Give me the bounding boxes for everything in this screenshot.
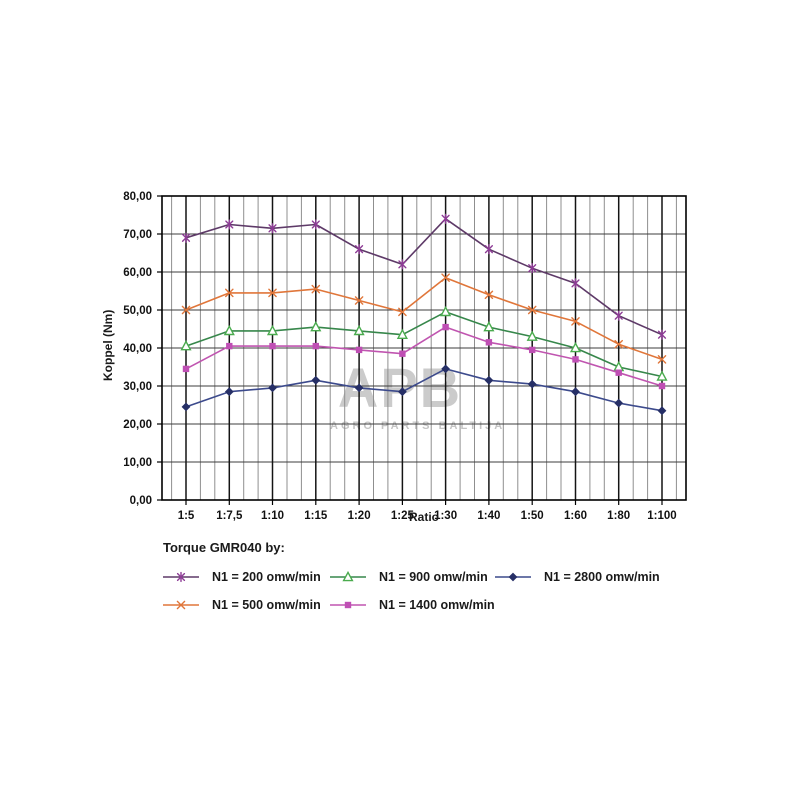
legend-marker-n1-200-icon (163, 571, 199, 583)
svg-text:1:100: 1:100 (647, 510, 676, 522)
svg-text:1:7,5: 1:7,5 (216, 510, 243, 522)
svg-text:50,00: 50,00 (123, 305, 152, 317)
legend-item-n1-500: N1 = 500 omw/min (163, 597, 321, 613)
svg-text:1:20: 1:20 (348, 510, 371, 522)
legend-title: Torque GMR040 by: (163, 540, 285, 555)
svg-text:70,00: 70,00 (123, 229, 152, 241)
svg-text:1:30: 1:30 (434, 510, 457, 522)
legend-marker-n1-1400-icon (330, 601, 366, 609)
svg-text:1:10: 1:10 (261, 510, 284, 522)
legend-label: N1 = 1400 omw/min (379, 598, 495, 612)
svg-text:1:80: 1:80 (607, 510, 630, 522)
legend-label: N1 = 900 omw/min (379, 570, 488, 584)
legend-item-n1-900: N1 = 900 omw/min (330, 569, 488, 585)
svg-text:1:25: 1:25 (391, 510, 415, 522)
svg-text:30,00: 30,00 (123, 381, 152, 393)
svg-text:1:50: 1:50 (521, 510, 544, 522)
svg-text:1:60: 1:60 (564, 510, 587, 522)
svg-text:1:40: 1:40 (477, 510, 500, 522)
torque-line-chart: 0,00 10,00 20,00 30,00 40,00 50,00 60,00 70,00 8… (123, 191, 687, 522)
legend-label: N1 = 2800 omw/min (544, 570, 660, 584)
series-3 (182, 323, 666, 390)
legend-label: N1 = 500 omw/min (212, 598, 321, 612)
svg-text:80,00: 80,00 (123, 191, 152, 203)
legend-item-n1-1400: N1 = 1400 omw/min (330, 597, 495, 613)
svg-text:1:5: 1:5 (178, 510, 195, 522)
legend-item-n1-2800: N1 = 2800 omw/min (495, 569, 660, 585)
axis-ticks (157, 195, 663, 505)
y-axis-title: Koppel (Nm) (101, 309, 115, 381)
legend-marker-n1-2800-icon (495, 572, 531, 582)
svg-text:20,00: 20,00 (123, 419, 152, 431)
legend-label: N1 = 200 omw/min (212, 570, 321, 584)
svg-text:0,00: 0,00 (130, 495, 152, 507)
svg-text:1:15: 1:15 (304, 510, 328, 522)
legend-item-n1-200: N1 = 200 omw/min (163, 569, 321, 585)
legend-marker-n1-500-icon (163, 600, 199, 610)
svg-text:10,00: 10,00 (123, 457, 152, 469)
series-0 (181, 213, 667, 340)
x-axis-title: Ratio (409, 510, 439, 524)
series-4 (181, 364, 667, 416)
series-2 (180, 305, 668, 381)
series-1 (181, 273, 667, 364)
legend-marker-n1-900-icon (330, 571, 366, 582)
y-axis-tick-labels: 0,00 10,00 20,00 30,00 40,00 50,00 60,00 70,00 8… (123, 191, 152, 507)
x-axis-tick-labels: 1:5 1:7,5 1:10 1:15 1:20 1:25 1:30 1:40 1:50 1:60… (178, 510, 677, 522)
svg-text:60,00: 60,00 (123, 267, 152, 279)
svg-text:40,00: 40,00 (123, 343, 152, 355)
